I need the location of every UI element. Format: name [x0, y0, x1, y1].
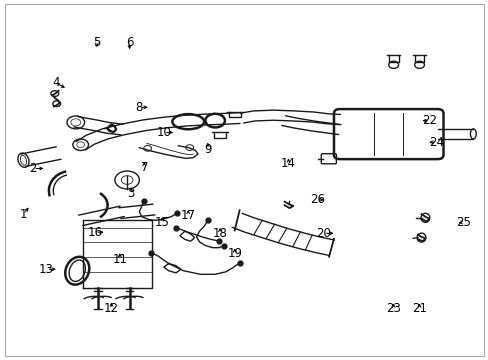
Text: 8: 8	[135, 101, 143, 114]
Text: 5: 5	[93, 36, 101, 49]
Text: 4: 4	[52, 76, 60, 89]
Text: 18: 18	[212, 227, 227, 240]
Text: 1: 1	[20, 208, 27, 221]
Text: 16: 16	[88, 226, 102, 239]
Text: 9: 9	[203, 143, 211, 156]
Text: 26: 26	[310, 193, 325, 206]
Text: 7: 7	[140, 161, 148, 174]
Text: 22: 22	[421, 114, 436, 127]
Text: 19: 19	[227, 247, 242, 260]
Text: 14: 14	[281, 157, 295, 170]
Text: 3: 3	[127, 187, 135, 200]
Text: 17: 17	[181, 209, 195, 222]
Text: 2: 2	[29, 162, 37, 175]
Text: 24: 24	[428, 136, 443, 149]
Text: 25: 25	[455, 216, 470, 229]
Text: 23: 23	[386, 302, 400, 315]
Text: 11: 11	[112, 253, 127, 266]
Text: 10: 10	[156, 126, 171, 139]
Text: 6: 6	[125, 36, 133, 49]
Text: 15: 15	[155, 216, 169, 229]
Text: 21: 21	[411, 302, 426, 315]
Text: 12: 12	[104, 302, 119, 315]
Text: 20: 20	[316, 227, 330, 240]
Text: 13: 13	[39, 263, 54, 276]
